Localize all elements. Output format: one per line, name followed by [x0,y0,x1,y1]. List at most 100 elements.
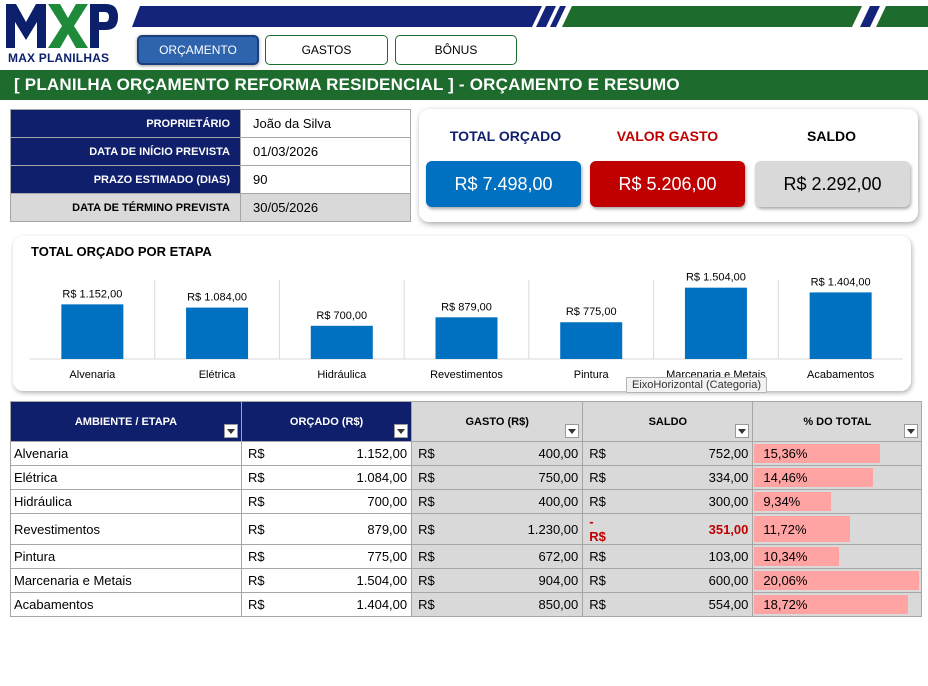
saldo-label: SALDO [807,128,856,144]
currency-cell: R$ [411,513,435,545]
currency-cell: R$ [241,544,265,569]
header-saldo: SALDO [582,401,754,442]
summary-card: TOTAL ORÇADO VALOR GASTO SALDO R$ 7.498,… [419,109,918,222]
chart-card[interactable]: TOTAL ORÇADO POR ETAPA R$ 1.152,00 Alvena… [13,236,911,391]
tab-orcamento-label: ORÇAMENTO [159,43,237,57]
data-label: R$ 1.504,00 [686,272,746,284]
etapa-cell[interactable]: Marcenaria e Metais [10,568,242,593]
orcado-cell[interactable]: 1.504,00 [264,568,413,593]
table-row: Revestimentos R$ 879,00 R$ 1.230,00 -R$ 351,00… [10,513,923,545]
tab-bonus-label: BÔNUS [434,43,478,57]
brand-logo: MAX PLANILHAS [6,2,124,66]
header-ambiente: AMBIENTE / ETAPA [10,401,242,442]
pct-value: 20,06% [763,573,808,588]
bar[interactable] [310,325,373,359]
pct-databar [754,516,851,542]
currency-cell: R$ [241,513,265,545]
currency-cell: R$ [582,544,606,569]
pct-cell: 20,06% [752,568,923,593]
category-tick-label: Pintura [574,369,610,381]
pct-cell: 18,72% [752,592,923,617]
pct-value: 10,34% [763,549,808,564]
data-label: R$ 879,00 [441,301,492,313]
filter-dropdown-icon[interactable] [565,424,580,438]
bar[interactable] [186,307,249,359]
currency-cell: R$ [582,592,606,617]
orcado-cell[interactable]: 775,00 [264,544,413,569]
pct-value: 15,36% [763,446,808,461]
currency-cell: R$ [582,568,606,593]
bar[interactable] [560,322,623,359]
currency-symbol: R$ [589,470,606,485]
filter-dropdown-icon[interactable] [394,424,409,438]
table-header-row: AMBIENTE / ETAPA ORÇADO (R$) GASTO (R$) … [10,401,923,442]
pct-cell: 9,34% [752,489,923,514]
info-label: PRAZO ESTIMADO (DIAS) [10,165,241,194]
orcado-cell[interactable]: 700,00 [264,489,413,514]
data-label: R$ 1.404,00 [811,276,871,288]
project-info-table: PROPRIETÁRIO João da Silva DATA DE INÍCI… [10,109,411,222]
data-label: R$ 1.152,00 [62,288,122,300]
saldo-cell: 752,00 [605,441,754,466]
etapa-cell[interactable]: Alvenaria [10,441,242,466]
tab-orcamento[interactable]: ORÇAMENTO [137,35,259,65]
pct-databar [754,547,840,566]
gasto-cell: 904,00 [434,568,584,593]
currency-cell: R$ [411,592,435,617]
saldo-cell: 600,00 [605,568,754,593]
etapa-cell[interactable]: Elétrica [10,465,242,490]
pct-cell: 10,34% [752,544,923,569]
category-tick-label: Hidráulica [317,369,367,381]
table-row: Acabamentos R$ 1.404,00 R$ 850,00 R$ 554,00 18,… [10,592,923,617]
owner-field[interactable]: João da Silva [240,109,411,138]
bar-chart: R$ 1.152,00 Alvenaria R$ 1.084,00 Elétrica R… [30,272,903,381]
currency-cell: R$ [241,592,265,617]
gasto-cell: 400,00 [434,441,584,466]
currency-symbol: R$ [589,494,606,509]
bar[interactable] [435,317,498,359]
pct-databar [754,492,832,511]
filter-dropdown-icon[interactable] [735,424,750,438]
category-tick-label: Alvenaria [69,369,116,381]
table-row: Marcenaria e Metais R$ 1.504,00 R$ 904,00 R$ 6… [10,568,923,593]
bar[interactable] [61,304,124,359]
pct-databar [754,468,874,487]
etapa-cell[interactable]: Revestimentos [10,513,242,545]
pct-cell: 11,72% [752,513,923,545]
bar[interactable] [809,292,872,359]
currency-cell: R$ [241,568,265,593]
header-gasto-label: GASTO (R$) [465,415,529,428]
pct-value: 11,72% [763,521,807,537]
info-row: PROPRIETÁRIO João da Silva [10,109,411,138]
info-row: DATA DE TÉRMINO PREVISTA 30/05/2026 [10,193,411,222]
tab-bonus[interactable]: BÔNUS [395,35,517,65]
header-pct: % DO TOTAL [752,401,923,442]
orcado-cell[interactable]: 1.404,00 [264,592,413,617]
currency-cell: R$ [241,489,265,514]
currency-cell: R$ [241,441,265,466]
pct-value: 18,72% [763,597,808,612]
start-date-field[interactable]: 01/03/2026 [240,137,411,166]
tab-gastos[interactable]: GASTOS [265,35,388,65]
etapa-cell[interactable]: Pintura [10,544,242,569]
saldo-cell: 103,00 [605,544,754,569]
total-orcado-label: TOTAL ORÇADO [449,128,562,144]
data-label: R$ 700,00 [316,310,367,322]
orcado-cell[interactable]: 1.084,00 [264,465,413,490]
orcado-cell[interactable]: 879,00 [264,513,413,545]
brand-name: MAX PLANILHAS [8,51,110,65]
header-stripe-decoration [132,6,928,27]
budget-table: AMBIENTE / ETAPA ORÇADO (R$) GASTO (R$) … [10,401,923,617]
bar[interactable] [684,287,747,359]
saldo-cell: 300,00 [605,489,754,514]
end-date-field: 30/05/2026 [240,193,411,222]
orcado-cell[interactable]: 1.152,00 [264,441,413,466]
duration-field[interactable]: 90 [240,165,411,194]
currency-cell: R$ [411,568,435,593]
etapa-cell[interactable]: Acabamentos [10,592,242,617]
etapa-cell[interactable]: Hidráulica [10,489,242,514]
filter-dropdown-icon[interactable] [224,424,238,438]
gasto-cell: 672,00 [434,544,584,569]
filter-dropdown-icon[interactable] [904,424,919,438]
